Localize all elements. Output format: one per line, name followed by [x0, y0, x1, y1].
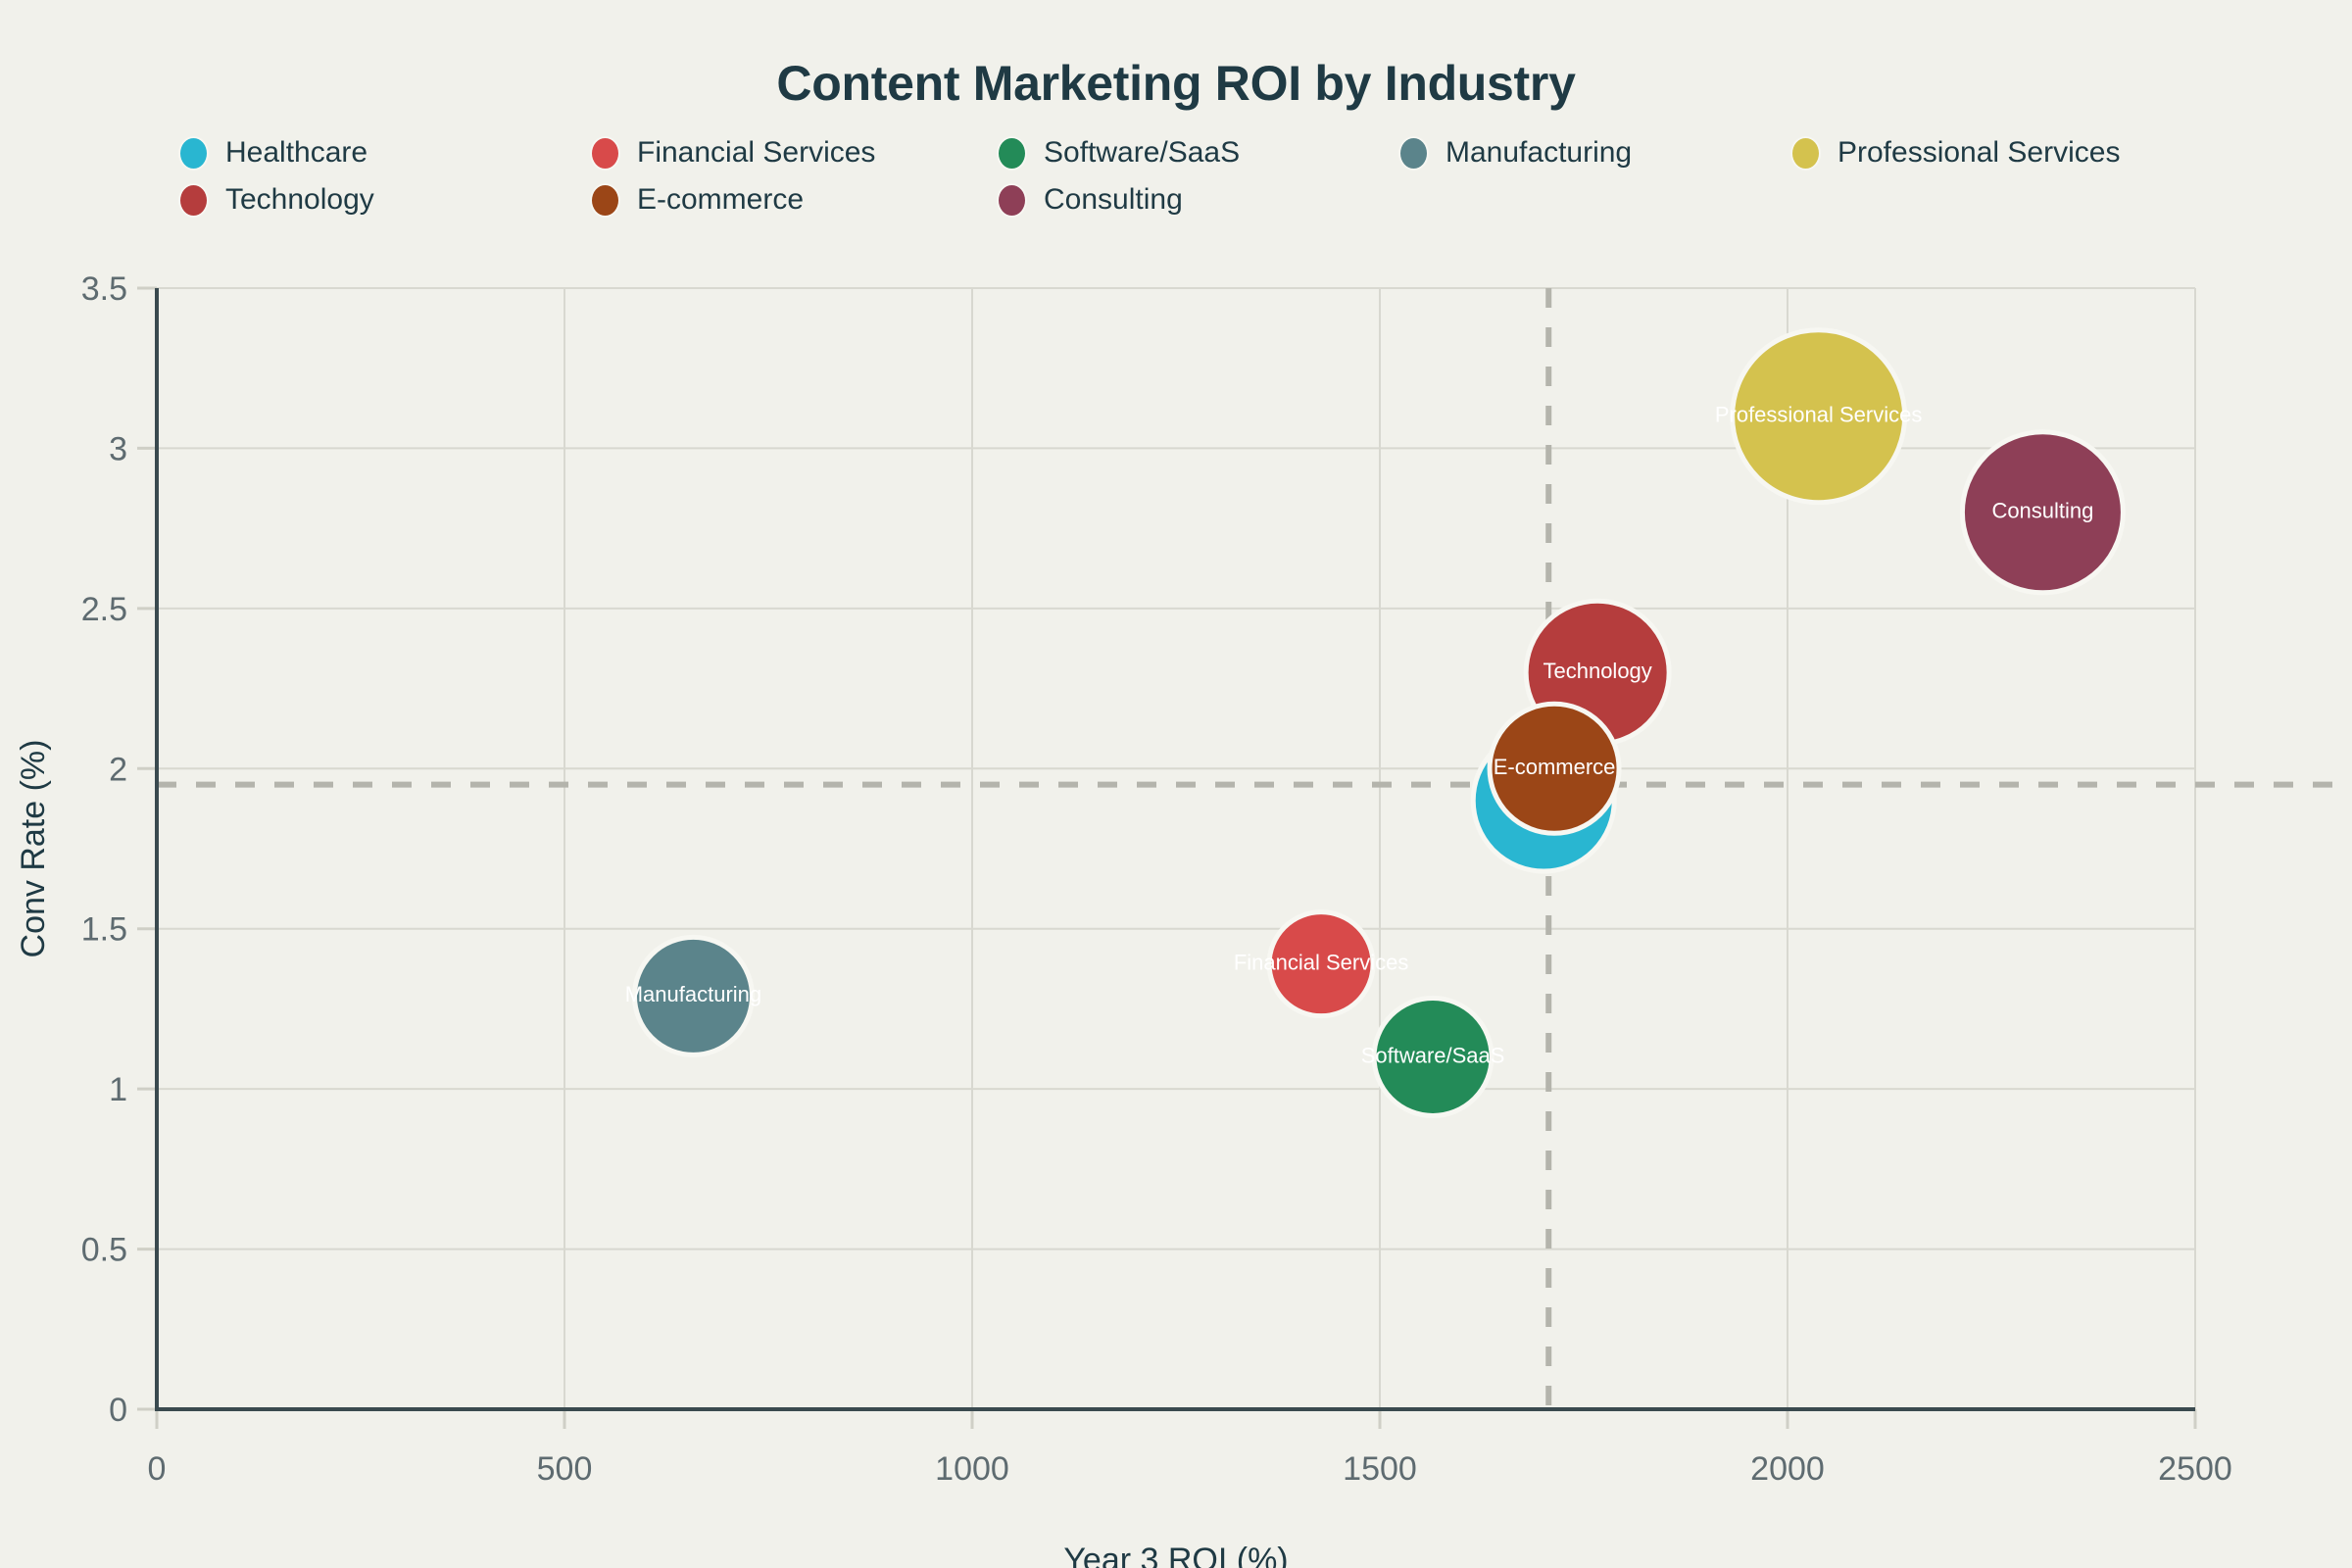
axis-labels: 0 0.5 1 1.5 2 2.5 3 3.5 0 500 1000 1500 2000 2500 Year…	[15, 270, 2232, 1568]
x-tick-label: 0	[148, 1450, 167, 1488]
axis-lines-path	[155, 288, 2195, 1411]
y-tick-label: 2	[109, 751, 127, 788]
x-tick-label: 500	[537, 1450, 593, 1488]
legend-item-label: Healthcare	[225, 136, 368, 169]
legend-item-e-commerce[interactable]: E-commerce	[590, 176, 997, 223]
bubble-e-commerce[interactable]: E-commerce	[1487, 701, 1622, 836]
legend-item-financial-services[interactable]: Financial Services	[590, 129, 997, 176]
bubble-software-saas[interactable]: Software/SaaS	[1361, 995, 1505, 1118]
grid-lines	[157, 287, 2196, 1409]
legend-item-software-saas[interactable]: Software/SaaS	[997, 129, 1398, 176]
bubble-label: Technology	[1543, 659, 1651, 683]
legend-item-professional-services[interactable]: Professional Services	[1790, 129, 2212, 176]
bubble-label: Consulting	[1991, 499, 2093, 523]
legend-swatch-icon	[1790, 135, 1821, 171]
y-tick-label: 1	[109, 1071, 127, 1108]
bubble-layer: Manufacturing Financial Services Software/…	[625, 327, 2126, 1118]
legend-swatch-icon	[178, 182, 209, 218]
bubble-label: Software/SaaS	[1361, 1043, 1505, 1067]
tick-marks	[137, 286, 2197, 1429]
legend-item-healthcare[interactable]: Healthcare	[178, 129, 590, 176]
legend-item-label: Technology	[225, 183, 374, 216]
y-tick-label: 3.5	[81, 270, 127, 308]
y-tick-label: 0.5	[81, 1232, 127, 1269]
bubble-circle[interactable]	[1730, 327, 1908, 506]
bubble-circle[interactable]	[631, 934, 755, 1057]
y-tick-label: 2.5	[81, 591, 127, 628]
bubble-manufacturing[interactable]: Manufacturing	[625, 934, 761, 1057]
legend: Healthcare Financial Services Software/Saa…	[178, 129, 2315, 223]
bubble-label: Manufacturing	[625, 982, 761, 1006]
y-tick-label: 1.5	[81, 911, 127, 949]
axis-lines	[155, 288, 2195, 1411]
bubble-financial-services[interactable]: Financial Services	[1234, 909, 1409, 1019]
bubble-circle[interactable]	[1371, 995, 1494, 1118]
page-title: Content Marketing ROI by Industry	[776, 56, 1576, 111]
bubble-consulting[interactable]: Consulting	[1959, 429, 2126, 596]
legend-item-label: Manufacturing	[1446, 136, 1633, 169]
legend-item-technology[interactable]: Technology	[178, 176, 590, 223]
legend-item-label: Financial Services	[637, 136, 876, 169]
legend-item-consulting[interactable]: Consulting	[997, 176, 1398, 223]
bubble-label: Professional Services	[1715, 403, 1923, 427]
legend-item-label: Professional Services	[1838, 136, 2121, 169]
bubble-circle[interactable]	[1266, 909, 1376, 1019]
legend-swatch-icon	[590, 135, 620, 171]
bubble-label: E-commerce	[1494, 755, 1616, 779]
legend-swatch-icon	[997, 182, 1027, 218]
bubble-circle[interactable]	[1959, 429, 2126, 596]
x-tick-label: 1500	[1343, 1450, 1417, 1488]
legend-item-label: Consulting	[1044, 183, 1183, 216]
x-tick-label: 1000	[935, 1450, 1009, 1488]
legend-item-label: Software/SaaS	[1044, 136, 1241, 169]
bubble-circle[interactable]	[1487, 701, 1622, 836]
legend-swatch-icon	[997, 135, 1027, 171]
legend-item-label: E-commerce	[637, 183, 805, 216]
legend-swatch-icon	[178, 135, 209, 171]
bubble-label: Financial Services	[1234, 950, 1409, 974]
legend-swatch-icon	[1398, 135, 1429, 171]
bubble-professional-services[interactable]: Professional Services	[1715, 327, 1923, 506]
y-tick-label: 3	[109, 430, 127, 467]
legend-swatch-icon	[590, 182, 620, 218]
y-tick-label: 0	[109, 1392, 127, 1429]
x-axis-title: Year 3 ROI (%)	[1063, 1542, 1288, 1568]
y-axis-title: Conv Rate (%)	[15, 740, 52, 958]
legend-item-manufacturing[interactable]: Manufacturing	[1398, 129, 1790, 176]
x-tick-label: 2500	[2158, 1450, 2232, 1488]
x-tick-label: 2000	[1750, 1450, 1825, 1488]
